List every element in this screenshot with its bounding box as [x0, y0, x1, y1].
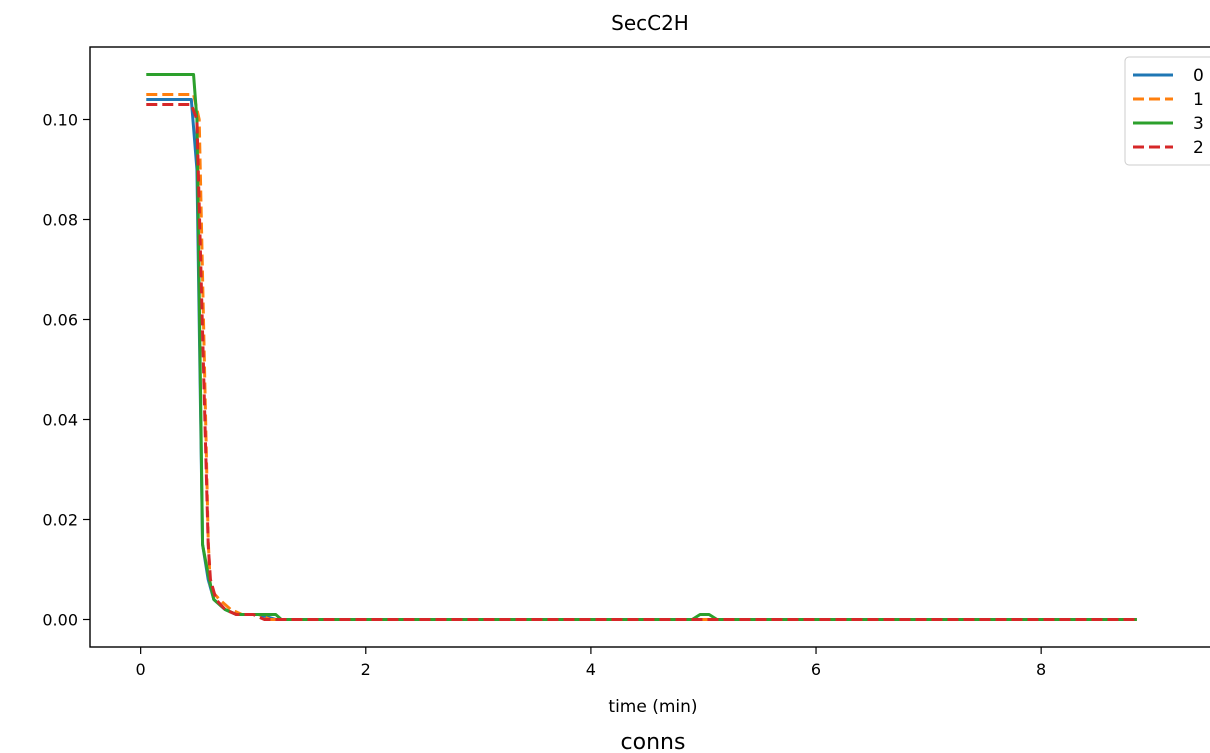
x-tick-label: 8	[1036, 660, 1046, 679]
legend-label-3: 3	[1193, 114, 1204, 134]
x-tick-label: 6	[811, 660, 821, 679]
chart-caption: conns	[621, 730, 686, 753]
series-line-2	[146, 103, 1137, 621]
y-tick-label: 0.00	[42, 611, 78, 630]
x-tick-label: 0	[136, 660, 146, 679]
legend-box	[1124, 56, 1210, 166]
y-axis: 0.00 0.02 0.04 0.06 0.08 0.10	[42, 111, 90, 630]
series-line-3	[146, 73, 1137, 621]
y-tick-label: 0.04	[42, 411, 78, 430]
y-tick-label: 0.06	[42, 311, 78, 330]
y-tick-label: 0.08	[42, 211, 78, 230]
chart-title: SecC2H	[611, 11, 689, 35]
y-tick-label: 0.02	[42, 511, 78, 530]
y-tick-label: 0.10	[42, 111, 78, 130]
x-tick-label: 4	[586, 660, 596, 679]
legend-label-1: 1	[1193, 90, 1204, 110]
legend: 0 1 3 2	[1124, 56, 1210, 166]
x-axis-label: time (min)	[608, 697, 697, 717]
series-line-0	[146, 98, 1137, 621]
series-layer	[146, 73, 1137, 621]
x-tick-label: 2	[361, 660, 371, 679]
plot-frame	[89, 46, 1210, 648]
x-axis: 0 2 4 6 8	[136, 647, 1046, 679]
legend-label-0: 0	[1193, 66, 1204, 86]
legend-label-2: 2	[1193, 138, 1204, 158]
series-line-1	[146, 93, 1137, 621]
